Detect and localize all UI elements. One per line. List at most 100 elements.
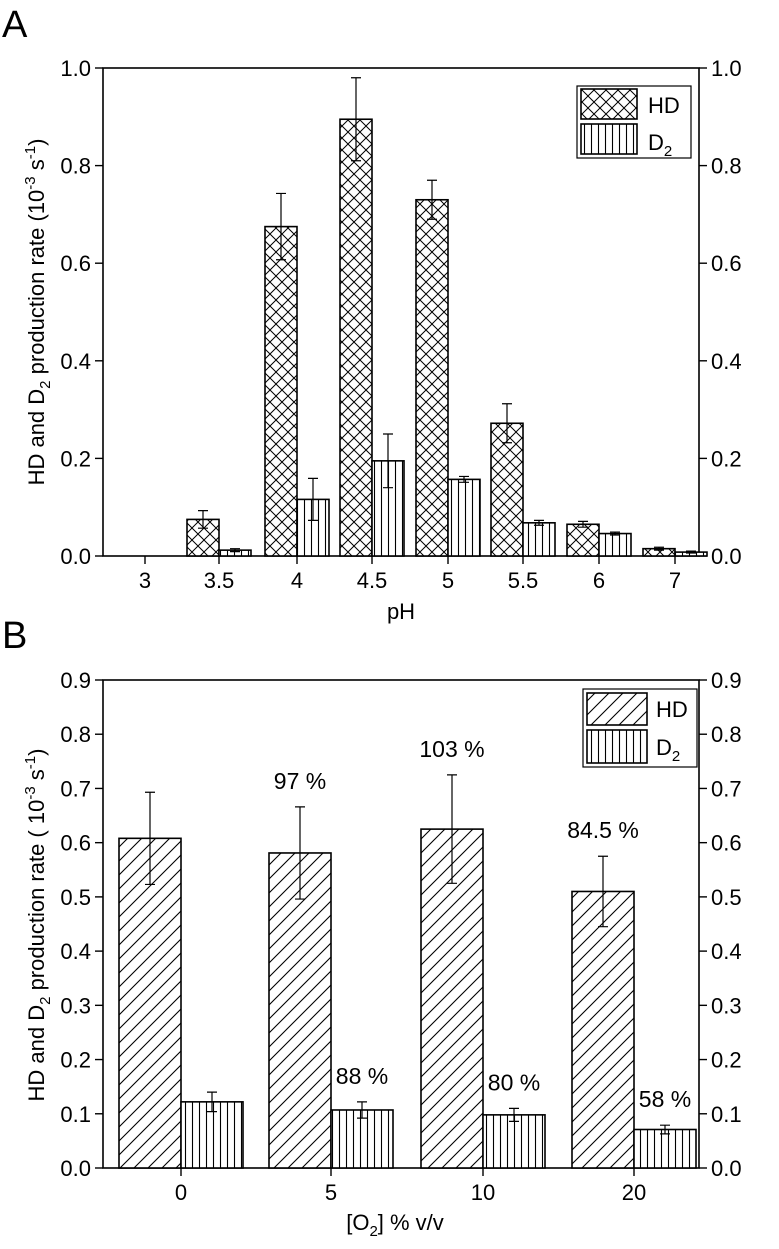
- panel-a-legend: HD D2: [576, 85, 692, 160]
- y-tick-label-right: 0.3: [711, 993, 742, 1018]
- error-bar: [427, 179, 437, 220]
- legend-a-label-hd: HD: [648, 93, 680, 118]
- error-bar: [383, 433, 393, 489]
- bar-d2: [447, 478, 481, 557]
- percent-annotation: 84.5 %: [567, 817, 639, 843]
- y-tick-label-right: 0.6: [711, 251, 742, 276]
- panel-a-left-axis: 0.0 0.2 0.4 0.6 0.8 1.0: [60, 56, 103, 569]
- legend-b-swatch-d2: [586, 729, 648, 764]
- y-tick-label-left: 0.4: [60, 349, 91, 374]
- x-tick-label: 4: [291, 568, 303, 593]
- error-bar: [509, 1107, 519, 1122]
- y-tick-label-right: 0.4: [711, 349, 742, 374]
- x-tick-label: 4.5: [357, 568, 388, 593]
- percent-annotation: 58 %: [639, 1086, 691, 1112]
- x-tick-label: 7: [669, 568, 681, 593]
- y-tick-label-left: 0.1: [60, 1102, 91, 1127]
- legend-b-label-hd: HD: [656, 697, 688, 722]
- panel-b-legend: HD D2: [582, 688, 698, 768]
- bar-d2: [330, 1109, 394, 1169]
- panel-a-right-axis: 0.0 0.2 0.4 0.6 0.8 1.0: [699, 56, 742, 569]
- legend-a-swatch-hd: [580, 88, 638, 120]
- x-tick-label: 3.5: [204, 568, 235, 593]
- error-bar: [610, 531, 620, 536]
- x-tick-label: 5.5: [508, 568, 539, 593]
- y-tick-label-right: 0.7: [711, 776, 742, 801]
- percent-annotation: 97 %: [274, 768, 326, 794]
- panel-b-bars: 97 % 88 % 103 % 80 % 84.5 % 58 %: [118, 736, 697, 1169]
- y-tick-label-right: 0.2: [711, 1048, 742, 1073]
- error-bar: [145, 791, 155, 886]
- panel-a-x-axis: 3 3.5 4 4.5 5 5.5 6 7: [139, 556, 681, 593]
- error-bar: [654, 546, 664, 551]
- error-bar: [207, 1091, 217, 1113]
- bar-hd: [186, 518, 220, 557]
- panel-b-frame: [102, 679, 700, 1169]
- y-tick-label-left: 0.9: [60, 668, 91, 693]
- percent-annotation: 80 %: [488, 1069, 540, 1095]
- y-tick-label-left: 0.8: [60, 154, 91, 179]
- y-tick-label-left: 0.5: [60, 885, 91, 910]
- error-bar: [598, 855, 608, 928]
- legend-a-label-d2: D2: [648, 130, 672, 160]
- error-bar: [308, 477, 318, 521]
- y-tick-label-right: 0.2: [711, 446, 742, 471]
- y-tick-label-left: 0.6: [60, 831, 91, 856]
- y-tick-label-left: 1.0: [60, 56, 91, 81]
- error-bar: [459, 475, 469, 483]
- y-tick-label-left: 0.3: [60, 993, 91, 1018]
- error-bar: [295, 806, 305, 900]
- error-bar: [578, 520, 588, 528]
- y-tick-label-right: 0.0: [711, 1156, 742, 1181]
- y-tick-label-right: 0.0: [711, 544, 742, 569]
- bar-hd: [571, 890, 635, 1169]
- error-bar: [534, 519, 544, 526]
- panel-a-y-title: HD and D2 production rate (10-3 s-1): [22, 139, 54, 486]
- y-tick-label-right: 0.9: [711, 668, 742, 693]
- error-bar: [357, 1101, 367, 1119]
- bar-hd: [268, 852, 332, 1169]
- y-tick-label-right: 0.5: [711, 885, 742, 910]
- panel-b-x-title: [O2] % v/v: [346, 1210, 444, 1240]
- bar-hd: [264, 225, 298, 557]
- panel-b-left-axis: 0.0 0.1 0.2 0.3 0.4 0.5 0.6 0.7 0.8 0.9: [60, 668, 103, 1181]
- x-tick-label: 5: [442, 568, 454, 593]
- error-bar: [660, 1124, 670, 1135]
- bar-hd: [118, 837, 182, 1169]
- bar-d2: [598, 532, 632, 557]
- error-bar: [351, 77, 361, 162]
- bar-hd: [339, 118, 373, 557]
- y-tick-label-left: 0.0: [60, 1156, 91, 1181]
- x-tick-label: 3: [139, 568, 151, 593]
- bar-d2: [522, 522, 556, 557]
- error-bar: [447, 774, 457, 884]
- x-tick-label: 0: [175, 1180, 187, 1205]
- error-bar: [686, 550, 696, 554]
- panel-a-label: A: [2, 4, 28, 46]
- bar-d2: [482, 1114, 546, 1169]
- y-tick-label-right: 1.0: [711, 56, 742, 81]
- panel-a-bars: [186, 77, 708, 557]
- error-bar: [230, 548, 240, 553]
- error-bar: [198, 510, 208, 529]
- y-tick-label-left: 0.0: [60, 544, 91, 569]
- y-tick-label-left: 0.6: [60, 251, 91, 276]
- panel-b-right-axis: 0.0 0.1 0.2 0.3 0.4 0.5 0.6 0.7 0.8 0.9: [699, 668, 742, 1181]
- x-tick-label: 6: [593, 568, 605, 593]
- y-tick-label-left: 0.8: [60, 722, 91, 747]
- bar-hd: [490, 422, 524, 557]
- x-tick-label: 20: [622, 1180, 646, 1205]
- y-tick-label-right: 0.8: [711, 722, 742, 747]
- bar-hd: [566, 523, 600, 557]
- percent-annotation: 88 %: [336, 1063, 388, 1089]
- y-tick-label-right: 0.1: [711, 1102, 742, 1127]
- percent-annotation: 103 %: [419, 736, 484, 762]
- y-tick-label-left: 0.2: [60, 446, 91, 471]
- panel-a-x-title: pH: [387, 599, 415, 624]
- bar-d2: [633, 1128, 697, 1169]
- bar-hd: [415, 198, 449, 557]
- legend-b-swatch-hd: [586, 692, 648, 726]
- x-tick-label: 10: [471, 1180, 495, 1205]
- y-tick-label-left: 0.2: [60, 1048, 91, 1073]
